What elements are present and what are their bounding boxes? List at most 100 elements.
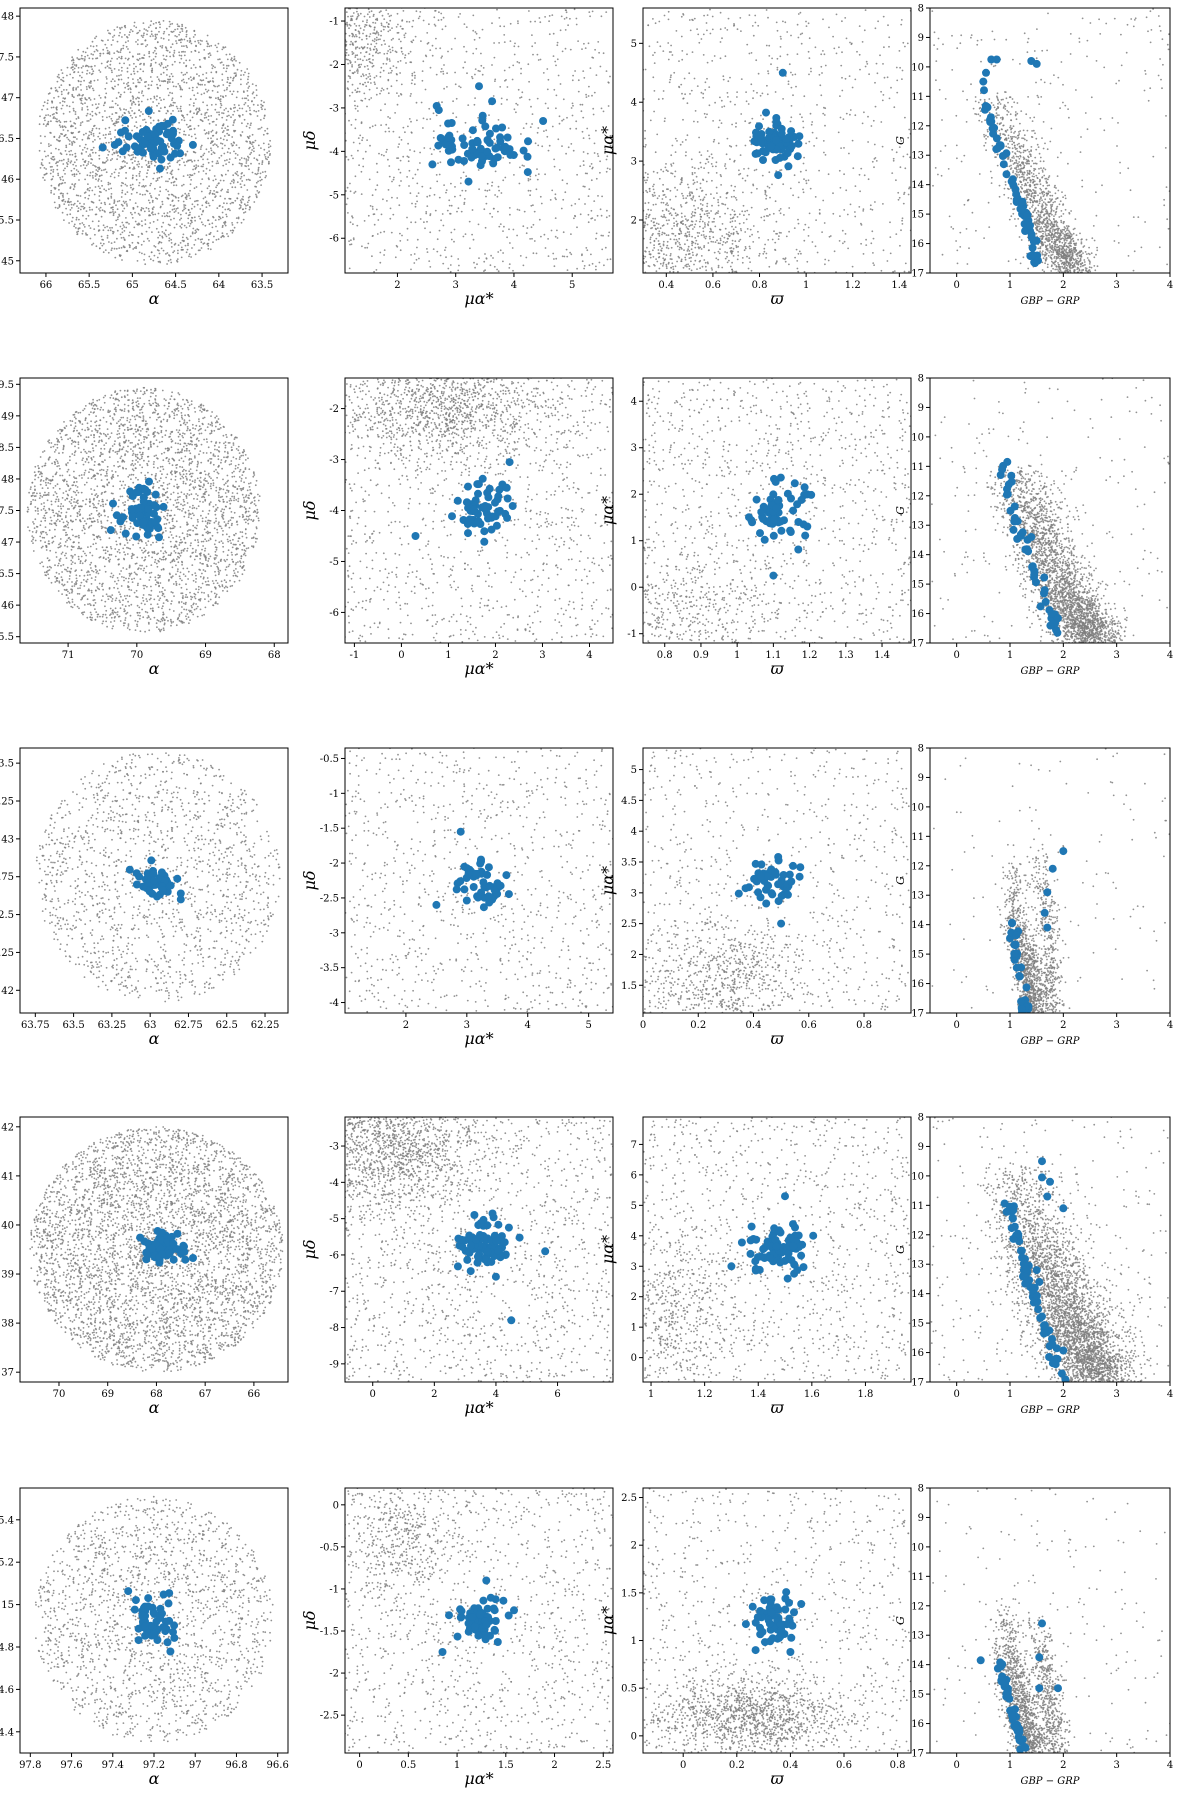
field-star bbox=[324, 22, 326, 24]
field-star bbox=[380, 66, 383, 69]
field-star bbox=[392, 37, 394, 40]
field-star bbox=[58, 159, 61, 162]
field-star bbox=[102, 104, 105, 107]
field-star bbox=[52, 159, 55, 161]
field-star bbox=[153, 254, 156, 257]
field-star bbox=[66, 104, 68, 107]
field-star bbox=[250, 162, 252, 165]
field-star bbox=[369, 33, 372, 35]
field-star bbox=[511, 78, 514, 81]
field-star bbox=[234, 106, 237, 109]
field-star bbox=[351, 32, 353, 35]
field-star bbox=[685, 139, 687, 141]
field-star bbox=[318, 82, 320, 84]
field-star bbox=[391, 27, 393, 29]
field-star bbox=[174, 60, 176, 63]
field-star bbox=[671, 54, 674, 56]
field-star bbox=[649, 119, 652, 122]
field-star bbox=[92, 164, 94, 167]
member-star bbox=[483, 147, 492, 156]
field-star bbox=[706, 212, 708, 215]
field-star bbox=[576, 226, 578, 229]
field-star bbox=[134, 156, 137, 159]
field-star bbox=[135, 86, 138, 88]
field-star bbox=[872, 252, 874, 254]
field-star bbox=[87, 214, 90, 217]
field-star bbox=[174, 195, 177, 198]
field-star bbox=[228, 53, 231, 56]
field-star bbox=[188, 87, 191, 90]
field-star bbox=[255, 89, 258, 91]
field-star bbox=[88, 189, 91, 192]
field-star bbox=[239, 199, 242, 202]
field-star bbox=[114, 211, 117, 214]
field-star bbox=[354, 127, 357, 130]
field-star bbox=[89, 153, 91, 156]
field-star bbox=[170, 73, 173, 75]
field-star bbox=[162, 71, 165, 74]
member-star bbox=[118, 147, 127, 156]
field-star bbox=[529, 178, 532, 181]
field-star bbox=[224, 127, 227, 129]
field-star bbox=[212, 77, 214, 80]
field-star bbox=[100, 169, 103, 172]
field-star bbox=[757, 24, 760, 27]
field-star bbox=[581, 48, 583, 50]
field-star bbox=[652, 18, 654, 20]
field-star bbox=[152, 51, 155, 54]
field-star bbox=[591, 290, 593, 292]
field-star bbox=[38, 123, 41, 126]
field-star bbox=[425, 212, 428, 215]
field-star bbox=[199, 238, 202, 241]
field-star bbox=[835, 52, 838, 55]
field-star bbox=[138, 81, 141, 84]
field-star bbox=[106, 65, 109, 68]
field-star bbox=[98, 94, 101, 97]
field-star bbox=[43, 179, 46, 182]
field-star bbox=[170, 173, 173, 176]
field-star bbox=[874, 201, 876, 203]
member-star bbox=[475, 82, 483, 91]
field-star bbox=[548, 20, 550, 23]
field-star bbox=[123, 91, 126, 94]
field-star bbox=[349, 69, 351, 72]
field-star bbox=[711, 157, 714, 159]
field-star bbox=[40, 162, 43, 164]
field-star bbox=[478, 257, 480, 259]
field-star bbox=[518, 61, 521, 64]
field-star bbox=[73, 225, 75, 228]
field-star bbox=[845, 112, 848, 115]
field-star bbox=[864, 65, 867, 68]
field-star bbox=[360, 3, 362, 5]
field-star bbox=[413, 83, 416, 86]
field-star bbox=[107, 251, 110, 254]
field-star bbox=[456, 210, 458, 213]
field-star bbox=[486, 189, 489, 192]
field-star bbox=[184, 204, 187, 207]
field-star bbox=[131, 162, 134, 164]
field-star bbox=[345, 1, 347, 3]
field-star bbox=[207, 119, 210, 121]
field-star bbox=[497, 270, 500, 273]
field-star bbox=[556, 41, 559, 44]
field-star bbox=[150, 30, 153, 33]
field-star bbox=[433, 23, 436, 26]
field-star bbox=[184, 153, 187, 156]
field-star bbox=[164, 215, 166, 218]
field-star bbox=[155, 197, 157, 200]
field-star bbox=[741, 210, 744, 213]
field-star bbox=[136, 126, 138, 129]
field-star bbox=[263, 148, 266, 151]
field-star bbox=[102, 251, 105, 254]
field-star bbox=[193, 205, 196, 208]
field-star bbox=[392, 130, 395, 133]
field-star bbox=[770, 63, 772, 66]
field-star bbox=[128, 64, 131, 66]
field-star bbox=[429, 147, 432, 150]
field-star bbox=[726, 261, 729, 264]
field-star bbox=[127, 40, 130, 42]
field-star bbox=[671, 172, 674, 175]
field-star bbox=[691, 199, 694, 201]
field-star bbox=[375, 208, 378, 211]
field-star bbox=[181, 25, 184, 28]
